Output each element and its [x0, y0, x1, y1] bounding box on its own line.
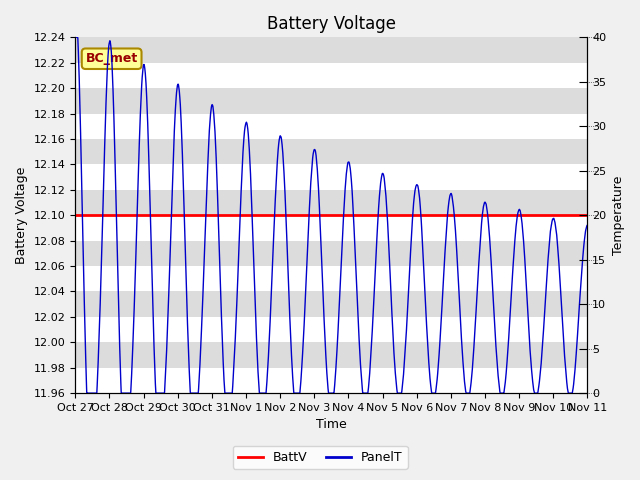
Legend: BattV, PanelT: BattV, PanelT — [232, 446, 408, 469]
Bar — [76, 240, 588, 266]
Bar — [76, 291, 588, 317]
Bar — [76, 88, 588, 114]
Bar — [76, 266, 588, 291]
Bar — [76, 215, 588, 240]
Bar — [76, 190, 588, 215]
Bar — [76, 139, 588, 165]
Y-axis label: Temperature: Temperature — [612, 176, 625, 255]
Bar — [76, 37, 588, 63]
Text: BC_met: BC_met — [86, 52, 138, 65]
X-axis label: Time: Time — [316, 419, 347, 432]
Y-axis label: Battery Voltage: Battery Voltage — [15, 167, 28, 264]
Title: Battery Voltage: Battery Voltage — [267, 15, 396, 33]
Bar — [76, 342, 588, 368]
Bar — [76, 63, 588, 88]
Bar — [76, 114, 588, 139]
Bar — [76, 317, 588, 342]
Bar — [76, 165, 588, 190]
Bar — [76, 368, 588, 393]
